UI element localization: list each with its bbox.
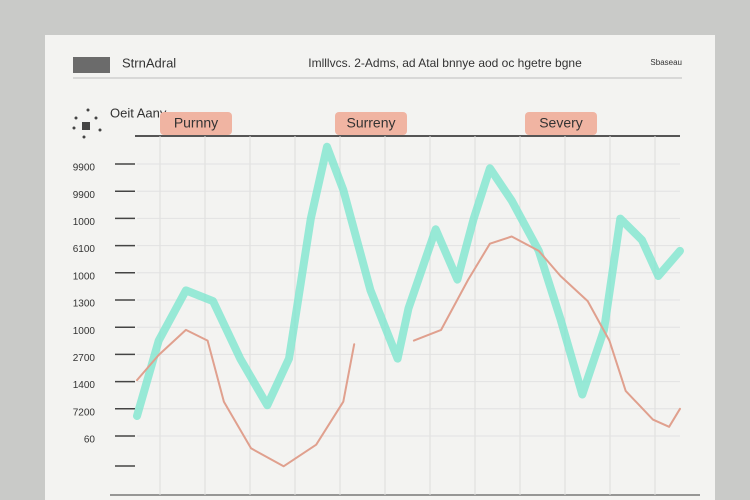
tab-label: Purnny — [174, 115, 218, 131]
header-block — [73, 57, 110, 73]
subtitle: Imlllvcs. 2-Adms, ad Atal bnnye aod oc h… — [308, 56, 582, 70]
panel-icon — [72, 108, 102, 139]
y-label: 1000 — [73, 271, 96, 282]
panel-label: Oeit Aany — [110, 105, 167, 120]
y-label: 9900 — [73, 190, 96, 201]
corner-note: Sbaseau — [650, 58, 682, 67]
data-line — [136, 235, 681, 468]
tab — [525, 112, 597, 135]
title: StrnAdral — [122, 55, 176, 70]
y-label: 9900 — [73, 163, 96, 174]
y-label: 7200 — [73, 407, 96, 418]
tab — [335, 112, 407, 135]
tab-label: Surreny — [346, 115, 395, 131]
y-label: 1000 — [73, 217, 96, 228]
data-line — [133, 142, 684, 420]
y-label: 1300 — [73, 299, 96, 310]
tab — [160, 112, 232, 135]
y-label: 6100 — [73, 244, 96, 255]
y-label: 1400 — [73, 380, 96, 391]
y-label: 60 — [84, 435, 96, 446]
tab-label: Severy — [539, 115, 583, 131]
y-label: 1000 — [73, 326, 96, 337]
y-label: 2700 — [73, 353, 96, 364]
